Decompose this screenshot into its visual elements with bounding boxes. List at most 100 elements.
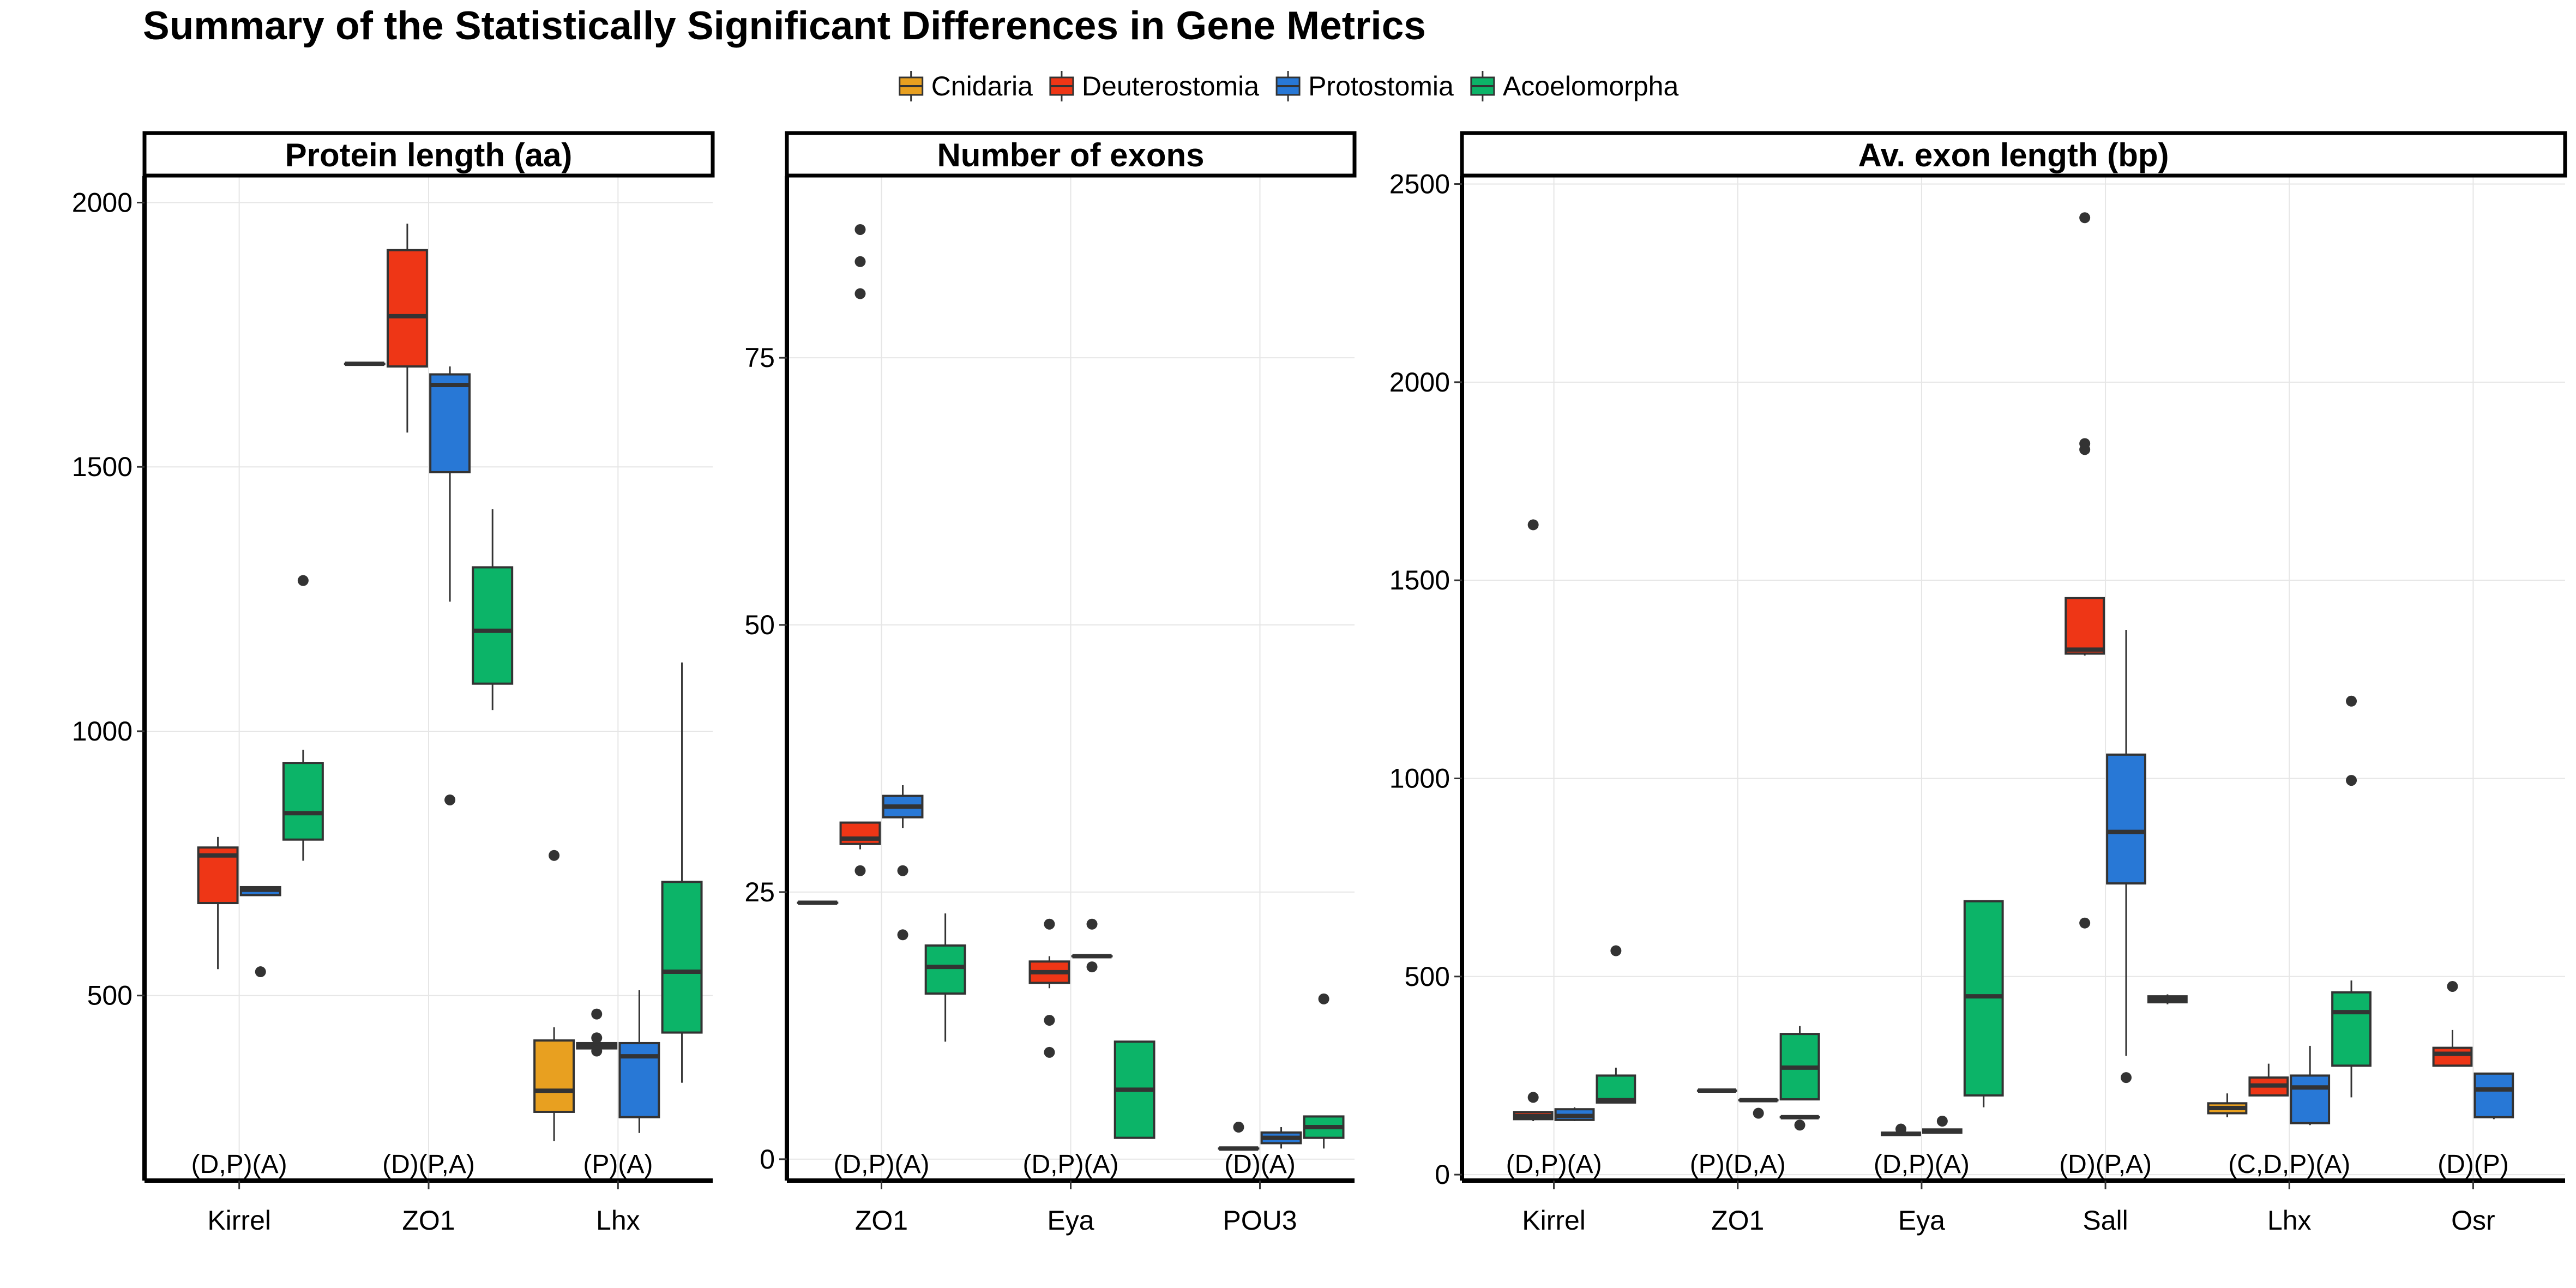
significance-label: (D,P)(A) xyxy=(1023,1150,1119,1179)
x-tick-label: Osr xyxy=(2451,1205,2495,1236)
legend-label: Deuterostomia xyxy=(1082,71,1259,101)
panel-2: Number of exons 0 25 50 75 ZO1 (D,P)(A) Eya (D,P… xyxy=(744,131,1357,1236)
outlier-point xyxy=(1086,918,1098,930)
significance-label: (D)(P) xyxy=(2437,1150,2509,1179)
y-tick-label: 500 xyxy=(87,980,133,1011)
x-tick-label: POU3 xyxy=(1223,1205,1297,1236)
outlier-point xyxy=(2079,212,2091,224)
outlier-point xyxy=(1527,1092,1539,1103)
x-tick-label: Eya xyxy=(1047,1205,1094,1236)
box-lhx-protostomia xyxy=(618,990,660,1133)
box-iqr xyxy=(661,881,703,1034)
box-zo1-acoelomorpha xyxy=(1779,1026,1820,1101)
significance-label: (P)(A) xyxy=(583,1150,653,1179)
significance-label: (D,P)(A) xyxy=(834,1150,930,1179)
y-tick-label: 1000 xyxy=(72,716,133,747)
x-tick-label: Lhx xyxy=(596,1205,640,1236)
outlier-point xyxy=(591,1045,603,1057)
legend-label: Cnidaria xyxy=(931,71,1033,101)
box-zo1-protostomia xyxy=(429,366,471,805)
box-zo1-protostomia xyxy=(882,785,924,941)
box-lhx-acoelomorpha xyxy=(661,662,703,1083)
outlier-point xyxy=(1610,945,1622,956)
legend-label: Protostomia xyxy=(1308,71,1454,101)
legend-item-protostomia: Protostomia xyxy=(1275,71,1454,101)
outlier-point xyxy=(2346,775,2357,786)
box-lhx-cnidaria xyxy=(2207,1093,2248,1117)
box-zo1-protostomia xyxy=(1779,1115,1820,1131)
outlier-point xyxy=(591,1032,603,1044)
outlier-point xyxy=(1318,993,1329,1004)
box-eya-acoelomorpha xyxy=(1963,900,2004,1108)
box-zo1-acoelomorpha xyxy=(924,913,966,1042)
x-tick-label: ZO1 xyxy=(402,1205,455,1236)
box-eya-deuterostomia xyxy=(1028,918,1070,1058)
x-tick-label: Kirrel xyxy=(207,1205,271,1236)
box-iqr xyxy=(282,762,324,841)
y-tick-label: 2000 xyxy=(1389,367,1450,398)
box-kirrel-deuterostomia xyxy=(1513,519,1554,1122)
y-tick-label: 500 xyxy=(1405,961,1450,992)
outlier-point xyxy=(591,1008,603,1020)
box-iqr xyxy=(429,373,471,473)
box-iqr xyxy=(2290,1074,2331,1124)
facet-strip xyxy=(142,131,715,178)
box-iqr xyxy=(386,249,428,368)
box-kirrel-acoelomorpha xyxy=(282,575,324,861)
box-sall-deuterostomia xyxy=(2065,212,2105,929)
box-pou3-deuterostomia xyxy=(1218,1122,1260,1151)
legend: Cnidaria Deuterostomia Protostomia Acoelomo… xyxy=(899,71,1678,101)
box-zo1-protostomia xyxy=(1738,1098,1779,1119)
box-iqr xyxy=(2331,991,2372,1067)
outlier-point xyxy=(854,256,866,267)
outlier-point xyxy=(2346,695,2357,707)
box-kirrel-protostomia xyxy=(239,886,281,978)
box-eya-deuterostomia xyxy=(1881,1123,1921,1136)
box-lhx-deuterostomia xyxy=(2248,1063,2289,1097)
box-zo1-acoelomorpha xyxy=(472,509,514,711)
box-eya-protostomia xyxy=(1071,918,1113,973)
x-tick-label: Kirrel xyxy=(1522,1205,1586,1236)
outlier-point xyxy=(549,850,560,861)
facet-title: Number of exons xyxy=(937,137,1204,173)
significance-label: (D,P)(A) xyxy=(1506,1150,1602,1179)
panel-1: Protein length (aa) 500 1000 1500 2000 Kirrel… xyxy=(72,131,715,1236)
box-pou3-protostomia xyxy=(1260,1127,1302,1149)
legend-item-acoelomorpha: Acoelomorpha xyxy=(1470,71,1678,101)
significance-label: (P)(D,A) xyxy=(1690,1150,1786,1179)
x-tick-label: Eya xyxy=(1898,1205,1945,1236)
legend-item-cnidaria: Cnidaria xyxy=(899,71,1033,101)
box-iqr xyxy=(924,944,966,995)
y-tick-label: 1500 xyxy=(72,452,133,482)
box-iqr xyxy=(2065,597,2105,655)
outlier-point xyxy=(1086,961,1098,973)
box-iqr xyxy=(2432,1046,2473,1067)
outlier-point xyxy=(1527,519,1539,531)
outlier-point xyxy=(897,865,908,876)
y-tick-label: 0 xyxy=(1435,1159,1450,1190)
y-tick-label: 2000 xyxy=(72,187,133,218)
outlier-point xyxy=(255,966,266,978)
outlier-point xyxy=(1044,1046,1055,1058)
box-osr-protostomia xyxy=(2473,1072,2514,1120)
outlier-point xyxy=(2079,917,2091,929)
box-iqr xyxy=(2106,753,2146,885)
box-iqr xyxy=(472,566,514,685)
box-zo1-deuterostomia xyxy=(839,224,881,876)
box-eya-acoelomorpha xyxy=(1114,1040,1155,1139)
outlier-point xyxy=(897,929,908,941)
facet-strip xyxy=(1460,131,2567,178)
outlier-point xyxy=(2079,444,2091,455)
x-tick-label: ZO1 xyxy=(1711,1205,1764,1236)
facet-title: Protein length (aa) xyxy=(285,137,573,173)
box-sall-protostomia xyxy=(2106,629,2146,1084)
outlier-point xyxy=(854,224,866,235)
box-iqr xyxy=(2473,1072,2514,1118)
outlier-point xyxy=(297,575,309,586)
y-tick-label: 1000 xyxy=(1389,763,1450,793)
box-kirrel-protostomia xyxy=(1554,1107,1595,1122)
outlier-point xyxy=(1044,1015,1055,1026)
x-tick-label: ZO1 xyxy=(855,1205,908,1236)
y-tick-label: 75 xyxy=(744,342,775,373)
